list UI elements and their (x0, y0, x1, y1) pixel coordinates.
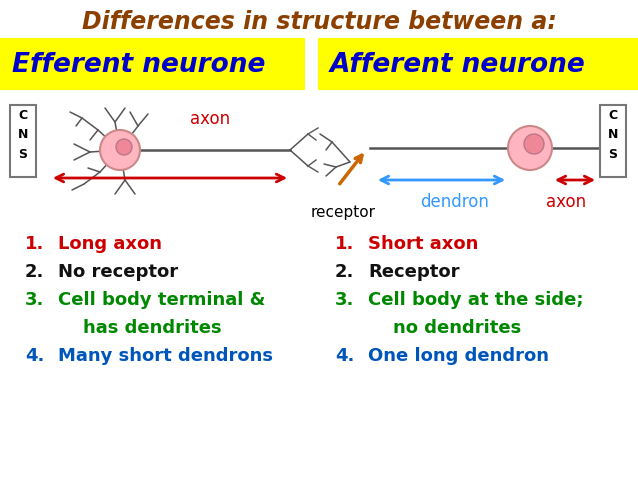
Text: 4.: 4. (25, 347, 45, 365)
Text: N: N (18, 128, 28, 141)
Circle shape (100, 130, 140, 170)
Text: Cell body at the side;: Cell body at the side; (368, 291, 584, 309)
Text: 3.: 3. (25, 291, 45, 309)
Text: Differences in structure between a:: Differences in structure between a: (82, 10, 556, 34)
Bar (0, 38, 305, 90)
Text: has dendrites: has dendrites (58, 319, 221, 337)
Bar (318, 38, 638, 90)
Text: Long axon: Long axon (58, 235, 162, 253)
Bar (10, 105, 36, 177)
Text: 3.: 3. (335, 291, 354, 309)
Text: Short axon: Short axon (368, 235, 478, 253)
Text: 2.: 2. (335, 263, 354, 281)
Text: no dendrites: no dendrites (368, 319, 521, 337)
Text: S: S (609, 148, 618, 161)
Bar (600, 105, 626, 177)
Text: 2.: 2. (25, 263, 45, 281)
Text: axon: axon (546, 193, 586, 211)
Text: Many short dendrons: Many short dendrons (58, 347, 273, 365)
Text: Cell body terminal &: Cell body terminal & (58, 291, 265, 309)
Text: C: C (19, 109, 27, 122)
Text: 1.: 1. (25, 235, 45, 253)
Text: N: N (608, 128, 618, 141)
Text: 1.: 1. (335, 235, 354, 253)
Text: Afferent neurone: Afferent neurone (330, 52, 586, 78)
Circle shape (524, 134, 544, 154)
Text: No receptor: No receptor (58, 263, 178, 281)
Text: Efferent neurone: Efferent neurone (12, 52, 265, 78)
Text: One long dendron: One long dendron (368, 347, 549, 365)
Circle shape (116, 139, 132, 155)
Text: receptor: receptor (311, 205, 376, 220)
Text: 4.: 4. (335, 347, 354, 365)
Circle shape (508, 126, 552, 170)
Text: Receptor: Receptor (368, 263, 459, 281)
Text: dendron: dendron (420, 193, 489, 211)
Text: S: S (19, 148, 27, 161)
Text: axon: axon (190, 110, 230, 128)
Text: C: C (609, 109, 618, 122)
